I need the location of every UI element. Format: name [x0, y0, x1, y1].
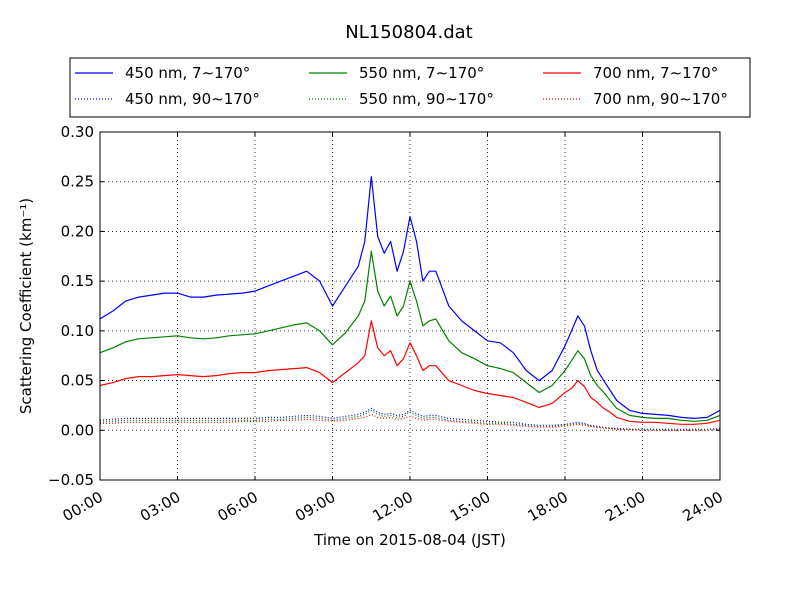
series-line — [99, 409, 720, 431]
series-line — [100, 413, 721, 431]
x-tick-label: 12:00 — [370, 488, 416, 525]
y-tick-label: 0.10 — [61, 322, 94, 340]
chart-title: NL150804.dat — [345, 22, 472, 43]
x-tick-label: 15:00 — [447, 488, 493, 525]
series-line — [99, 250, 721, 422]
legend-label: 450 nm, 90∼170° — [125, 90, 260, 108]
y-tick-label: 0.20 — [61, 222, 94, 240]
legend-label: 550 nm, 7∼170° — [359, 64, 484, 82]
grid — [100, 132, 720, 480]
plot-area: 00:00 03:00 06:00 09:00 12:00 15:00 18:00 21:00… — [48, 123, 726, 525]
legend: 450 nm, 7∼170° 450 nm, 90∼170° 550 nm, 7∼1… — [69, 57, 751, 118]
legend-frame — [69, 57, 751, 118]
x-tick-label: 09:00 — [292, 488, 338, 525]
x-tick-label: 18:00 — [525, 488, 571, 525]
series-group — [99, 176, 721, 431]
x-axis-label: Time on 2015-08-04 (JST) — [313, 531, 506, 549]
series-line — [99, 176, 721, 419]
y-tick-label: −0.05 — [48, 471, 94, 489]
y-tick-label: 0.00 — [61, 421, 94, 439]
legend-label: 700 nm, 7∼170° — [593, 64, 718, 82]
x-tick-label: 21:00 — [602, 488, 648, 525]
x-tick-label: 06:00 — [215, 488, 261, 525]
plot-background — [100, 132, 720, 480]
x-tick-label: 24:00 — [680, 488, 726, 525]
x-tick-label: 00:00 — [60, 488, 106, 525]
y-tick-label: 0.30 — [61, 123, 94, 141]
x-tick-label: 03:00 — [137, 488, 183, 525]
y-tick-label: 0.15 — [61, 272, 94, 290]
legend-label: 700 nm, 90∼170° — [593, 90, 728, 108]
y-tick-label: 0.05 — [61, 372, 94, 390]
y-axis-label: Scattering Coefficient (km⁻¹) — [17, 198, 35, 414]
legend-label: 450 nm, 7∼170° — [125, 64, 250, 82]
legend-label: 550 nm, 90∼170° — [359, 90, 494, 108]
y-tick-label: 0.25 — [61, 173, 94, 191]
series-line — [99, 320, 721, 425]
